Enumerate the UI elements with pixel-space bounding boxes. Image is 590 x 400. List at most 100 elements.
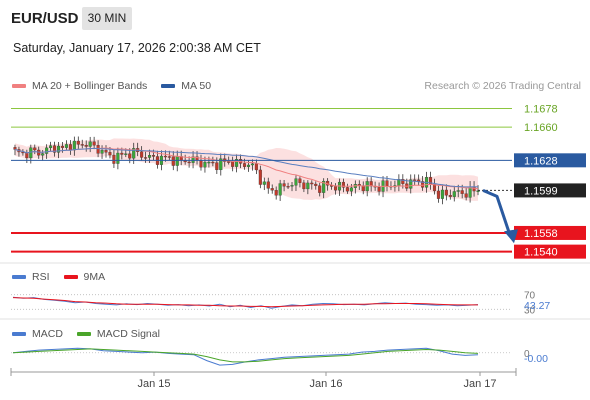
- candle-body: [290, 185, 294, 187]
- candle-body: [476, 190, 480, 192]
- candle: [56, 142, 61, 159]
- timeframe-button[interactable]: 30 MIN: [82, 7, 132, 30]
- candle-body: [84, 144, 88, 147]
- candle-body: [112, 154, 116, 164]
- last-price-tag: [514, 183, 586, 198]
- candle-body: [341, 181, 345, 188]
- candle: [64, 140, 68, 151]
- candle: [235, 154, 239, 173]
- candle: [322, 178, 326, 199]
- bollinger-bands: [15, 138, 478, 201]
- candle-body: [45, 147, 49, 154]
- candle: [294, 175, 298, 192]
- level-label-pivot: 1.1628: [524, 155, 558, 167]
- datetime-label: Saturday, January 17, 2026 2:00:38 AM CE…: [13, 41, 261, 55]
- rsi-legend: RSI 9MA: [12, 271, 119, 283]
- candle-body: [199, 160, 203, 168]
- candle-body: [436, 190, 440, 199]
- candle-body: [29, 147, 33, 159]
- candle-body: [254, 163, 258, 171]
- candle-body: [464, 193, 468, 198]
- candle: [104, 145, 108, 158]
- candle-body: [207, 161, 211, 164]
- candle: [144, 151, 148, 163]
- candle: [53, 141, 57, 157]
- candle-body: [203, 161, 207, 168]
- candle-body: [104, 150, 108, 153]
- candle-body: [49, 145, 53, 149]
- last-price-label: 1.1599: [524, 185, 558, 197]
- candle: [409, 174, 413, 194]
- candle-body: [460, 190, 464, 194]
- candle-body: [211, 161, 215, 164]
- ma50-line: [14, 147, 479, 188]
- candle-body: [334, 186, 338, 191]
- rsi-level-label: 70: [524, 291, 536, 302]
- candle: [211, 156, 215, 167]
- candle-body: [191, 156, 195, 163]
- candle-body: [116, 152, 120, 164]
- bollinger-band-fill: [15, 138, 478, 201]
- candle: [13, 144, 17, 156]
- legend-swatch-macd-signal: [76, 332, 91, 336]
- macd-series-signal: [12, 348, 479, 363]
- legend-swatch-macd: [12, 332, 26, 336]
- candle: [80, 139, 84, 149]
- candle-body: [440, 189, 444, 199]
- candle: [448, 189, 452, 200]
- candle-body: [385, 180, 389, 187]
- candle: [88, 136, 92, 153]
- candle-body: [278, 183, 282, 196]
- candle: [191, 151, 195, 169]
- macd-value-label: -0.00: [524, 353, 548, 365]
- candle: [302, 179, 306, 193]
- candle: [140, 146, 144, 161]
- candle: [258, 165, 262, 189]
- candle-body: [322, 180, 326, 193]
- candle-body: [33, 147, 37, 151]
- x-axis: Jan 15 Jan 16 Jan 17: [137, 372, 497, 390]
- candle-body: [80, 144, 84, 146]
- candle-body: [144, 157, 148, 159]
- candle: [318, 182, 322, 197]
- candle-body: [175, 156, 179, 166]
- candle-body: [187, 161, 191, 164]
- candle: [33, 144, 37, 155]
- legend-swatch-9ma: [63, 275, 78, 279]
- candle: [100, 145, 104, 159]
- main-legend: MA 20 + Bollinger Bands MA 50: [12, 80, 225, 92]
- candle-body: [250, 163, 254, 166]
- candle-body: [452, 191, 456, 197]
- candle: [266, 177, 270, 194]
- candle: [444, 184, 448, 201]
- candle-body: [151, 155, 156, 157]
- candle: [203, 156, 207, 173]
- macd-panel: 0-0.00: [11, 347, 548, 366]
- rsi-series-9ma: [12, 297, 478, 308]
- candle-body: [274, 190, 278, 196]
- level-tag-support: [514, 244, 586, 259]
- candle: [314, 181, 318, 190]
- candle-body: [60, 145, 65, 148]
- candle: [436, 185, 440, 203]
- candle: [112, 149, 116, 168]
- legend-label-ma20: MA 20 + Bollinger Bands: [32, 80, 148, 92]
- candle-body: [13, 147, 17, 150]
- candle-body: [163, 155, 167, 158]
- candle: [49, 141, 53, 152]
- price-levels: 1.1678 1.1660 1.1628 1.1558 1.1540 1.1599: [11, 103, 586, 259]
- candle-body: [41, 153, 45, 156]
- candle: [464, 187, 468, 201]
- legend-label-macd: MACD: [32, 328, 63, 340]
- legend-label-rsi: RSI: [32, 271, 50, 283]
- candle-body: [231, 161, 235, 167]
- candle-body: [148, 155, 152, 158]
- candle-body: [314, 183, 318, 186]
- candle-body: [120, 152, 124, 155]
- candle-body: [421, 181, 425, 188]
- candle: [270, 184, 274, 194]
- x-tick-label: Jan 16: [309, 378, 342, 390]
- candle-body: [413, 179, 417, 181]
